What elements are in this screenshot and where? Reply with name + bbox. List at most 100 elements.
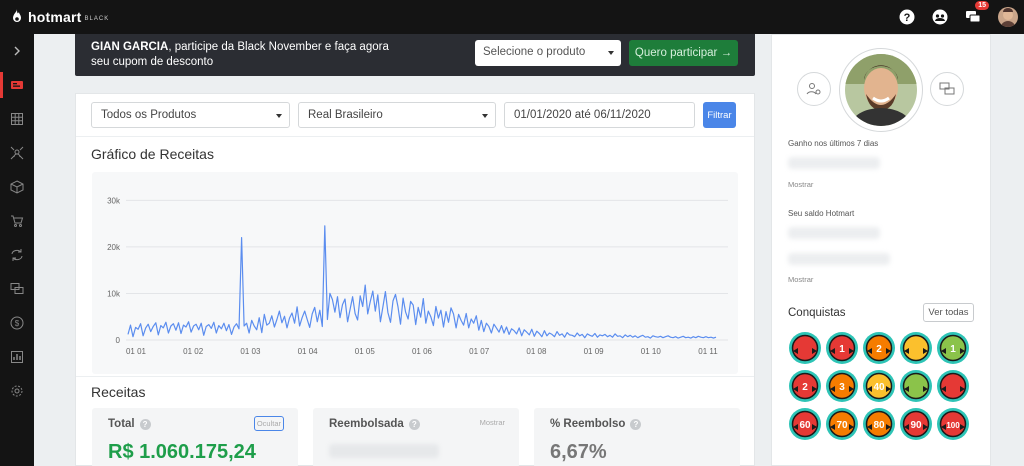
ninja-medal[interactable] [899, 369, 936, 407]
show-balance-link[interactable]: Mostrar [788, 275, 814, 284]
stat-total: Total? Ocultar R$ 1.060.175,24 [92, 408, 298, 466]
settings-gear-icon[interactable] [0, 374, 34, 408]
revenue-chart: 0 10k 20k 30k 01 01 01 02 01 03 01 04 01 05 01 06… [92, 172, 738, 374]
stat-refund-value: 6,67% [550, 441, 607, 463]
community-icon[interactable] [932, 9, 948, 25]
trophy-medal[interactable] [899, 331, 936, 369]
medal-label: 100 [946, 421, 960, 430]
x-tick-label: 01 07 [469, 347, 490, 356]
y-tick-label: 10k [107, 289, 121, 298]
product-filter-value: Todos os Produtos [101, 109, 197, 121]
promo-message-text: , participe da Black November e faça ago… [91, 41, 389, 68]
medal-label: 80 [873, 420, 885, 431]
promo-product-select[interactable]: Selecione o produto [475, 40, 621, 66]
recurrence-icon[interactable] [0, 238, 34, 272]
brand-name: hotmart [28, 9, 82, 25]
currency-filter-select[interactable]: Real Brasileiro [298, 102, 496, 128]
page-edge [1010, 34, 1024, 466]
help-circle-icon[interactable]: ? [139, 418, 151, 430]
x-tick-label: 01 09 [584, 347, 605, 356]
stat-refund-label-wrap: % Reembolso? [550, 418, 642, 430]
speed-90-medal[interactable]: 90 [899, 407, 936, 445]
stat-refunded-label: Reembolsada [329, 418, 404, 430]
volcano-medal[interactable] [936, 369, 973, 407]
expand-chevron-icon[interactable] [0, 34, 34, 68]
hidden-balance-blur [788, 227, 880, 239]
speed-80-medal[interactable]: 80 [862, 407, 899, 445]
gain-label: Ganho nos últimos 7 dias [788, 139, 879, 148]
revenue-series-line [127, 225, 717, 339]
speed-70-medal[interactable]: 70 [825, 407, 862, 445]
x-tick-label: 01 03 [240, 347, 261, 356]
x-tick-label: 01 11 [698, 347, 718, 356]
age-40-medal[interactable]: 40 [862, 369, 899, 407]
speed-80-medal-icon: 80 [863, 408, 895, 440]
hidden-value-blur [329, 444, 439, 458]
x-tick-label: 01 06 [412, 347, 433, 356]
help-circle-icon[interactable]: ? [630, 418, 642, 430]
filter-row: Todos os Produtos Real Brasileiro 01/01/… [91, 102, 736, 128]
messages-icon[interactable]: 15 [965, 1, 989, 25]
cart-icon[interactable] [0, 204, 34, 238]
stat-refunded: Reembolsada? Mostrar [313, 408, 519, 466]
volcano-medal-icon [937, 370, 969, 402]
svg-text:$: $ [15, 319, 20, 328]
speed-60-medal[interactable]: 60 [788, 407, 825, 445]
messages-chat-icon[interactable] [930, 72, 964, 106]
promo-user-name: GIAN GARCIA [91, 41, 169, 53]
date-range-input[interactable]: 01/01/2020 até 06/11/2020 [504, 102, 695, 128]
reports-chart-icon[interactable] [0, 340, 34, 374]
product-filter-select[interactable]: Todos os Produtos [91, 102, 290, 128]
y-tick-label: 20k [107, 243, 121, 252]
first-sale-medal[interactable] [788, 331, 825, 369]
participate-button[interactable]: Quero participar → [629, 40, 738, 66]
view-all-achievements-button[interactable]: Ver todas [923, 303, 974, 322]
filter-button[interactable]: Filtrar [703, 102, 736, 128]
x-tick-label: 01 01 [126, 347, 147, 356]
speed-100-medal[interactable]: 100 [936, 407, 973, 445]
help-circle-icon[interactable]: ? [408, 418, 420, 430]
x-tick-label: 01 04 [298, 347, 319, 356]
speed-70-medal-icon: 70 [826, 408, 858, 440]
profile-photo[interactable] [839, 48, 923, 132]
account-settings-icon[interactable] [797, 72, 831, 106]
sales-2-medal[interactable]: 2 [862, 331, 899, 369]
affiliates-icon[interactable] [0, 136, 34, 170]
x-tick-label: 01 05 [355, 347, 376, 356]
show-refunded-button[interactable]: Mostrar [479, 418, 505, 427]
achievements-grid: 1 2 1 2 3 40 60 70 80 90 100 [788, 331, 978, 445]
apps-grid-icon[interactable] [0, 102, 34, 136]
finance-dollar-icon[interactable]: $ [0, 306, 34, 340]
promo-select-placeholder: Selecione o produto [483, 46, 586, 58]
profile-panel: Ganho nos últimos 7 dias Mostrar Seu sal… [771, 34, 991, 466]
x-tick-label: 01 08 [526, 347, 547, 356]
sales-1-medal[interactable]: 1 [825, 331, 862, 369]
hotmart-logo[interactable]: hotmart BLACK [10, 9, 109, 25]
medal-label: 1 [950, 344, 956, 355]
medal-label: 2 [802, 382, 808, 393]
divider [76, 376, 754, 377]
stat-total-label-wrap: Total? [108, 418, 151, 430]
user-avatar[interactable] [998, 7, 1018, 27]
y-tick-label: 0 [116, 336, 121, 345]
show-gain-link[interactable]: Mostrar [788, 180, 814, 189]
stat-total-value: R$ 1.060.175,24 [108, 441, 256, 463]
medal-label: 3 [839, 382, 845, 393]
level-2-medal[interactable]: 2 [788, 369, 825, 407]
date-range-value: 01/01/2020 até 06/11/2020 [514, 109, 651, 121]
speed-90-medal-icon: 90 [900, 408, 932, 440]
caret-down-icon [276, 114, 282, 118]
black-november-banner: GIAN GARCIA, participe da Black November… [75, 34, 755, 76]
stat-refund-label: % Reembolso [550, 418, 626, 430]
level-3-medal[interactable]: 3 [825, 369, 862, 407]
level-1-medal[interactable]: 1 [936, 331, 973, 369]
help-icon[interactable]: ? [899, 9, 915, 25]
achievements-title: Conquistas [788, 307, 846, 319]
level-2-medal-icon: 2 [789, 370, 821, 402]
chat-icon[interactable] [0, 272, 34, 306]
hide-total-button[interactable]: Ocultar [253, 416, 284, 431]
level-1-medal-icon: 1 [937, 332, 969, 364]
medal-label: 60 [799, 420, 811, 431]
products-box-icon[interactable] [0, 170, 34, 204]
dashboard-icon[interactable] [0, 68, 34, 102]
